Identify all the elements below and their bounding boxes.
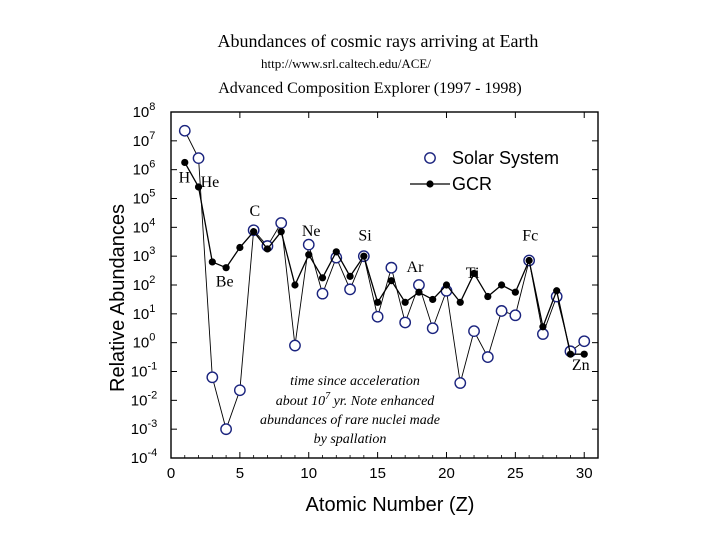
- element-label-ar: Ar: [407, 259, 425, 276]
- solar-system-point: [233, 384, 246, 397]
- solar-system-point: [302, 238, 315, 251]
- solar-system-point: [275, 217, 288, 229]
- gcr-point: [539, 323, 547, 331]
- gcr-point: [263, 245, 272, 253]
- gcr-point: [387, 277, 395, 285]
- legend-gcr-label: GCR: [452, 174, 492, 194]
- solar-system-point: [481, 351, 494, 363]
- solar-system-point: [509, 309, 522, 322]
- x-tick-label: 20: [438, 465, 455, 482]
- element-label-ti: Ti: [466, 265, 480, 282]
- gcr-point: [194, 183, 203, 191]
- gcr-point: [250, 228, 258, 236]
- annotation-line-4: by spallation: [314, 432, 387, 447]
- gcr-point: [442, 281, 451, 289]
- gcr-point: [580, 350, 588, 358]
- solar-system-point: [454, 377, 467, 389]
- y-tick-label: 105: [133, 188, 156, 208]
- element-label-be: Be: [216, 273, 234, 290]
- gcr-point: [511, 288, 519, 296]
- x-tick-label: 0: [167, 465, 175, 482]
- element-label-ne: Ne: [302, 223, 321, 240]
- gcr-point: [525, 256, 533, 265]
- y-tick-label: 103: [133, 245, 156, 265]
- gcr-point: [332, 248, 340, 256]
- solar-system-point: [316, 287, 329, 300]
- x-tick-label: 15: [369, 465, 386, 482]
- page-title: Abundances of cosmic rays arriving at Ea…: [217, 31, 539, 51]
- y-tick-label: 10-4: [131, 447, 157, 467]
- gcr-point: [277, 228, 285, 236]
- gcr-point: [415, 288, 423, 296]
- annotation-line-2: about 107 yr. Note enhanced: [276, 391, 436, 409]
- gcr-point: [401, 298, 409, 306]
- annotation-line-1: time since acceleration: [290, 374, 420, 389]
- chart-subtitle: Advanced Composition Explorer (1997 - 19…: [218, 80, 522, 97]
- solar-system-point: [178, 124, 191, 137]
- solar-system-point: [344, 283, 356, 296]
- legend-solar-label: Solar System: [452, 148, 559, 168]
- solar-system-point: [220, 423, 232, 436]
- element-label-h: H: [179, 170, 191, 187]
- solar-system-point: [192, 152, 205, 165]
- solar-system-point: [206, 371, 219, 384]
- solar-system-point: [399, 316, 412, 329]
- element-label-he: He: [201, 174, 220, 191]
- y-axis-title: Relative Abundances: [107, 204, 129, 392]
- y-tick-label: 101: [133, 303, 156, 323]
- gcr-point: [208, 258, 216, 266]
- solar-system-point: [495, 305, 508, 317]
- y-tick-label: 108: [133, 101, 156, 121]
- gcr-point: [360, 252, 368, 260]
- gcr-point: [181, 158, 189, 167]
- gcr-point: [305, 251, 313, 259]
- x-tick-label: 30: [576, 465, 593, 482]
- gcr-point: [429, 295, 437, 304]
- solar-system-point: [468, 325, 480, 338]
- y-tick-label: 107: [133, 130, 156, 150]
- gcr-point: [222, 264, 230, 272]
- x-tick-label: 10: [300, 465, 317, 482]
- y-tick-label: 10-2: [131, 389, 157, 409]
- solar-system-point: [371, 310, 384, 323]
- gcr-point: [318, 274, 327, 282]
- gcr-point: [374, 298, 382, 306]
- y-tick-label: 100: [133, 332, 156, 352]
- solar-system-point: [289, 339, 301, 352]
- gcr-point: [236, 243, 244, 252]
- element-label-c: C: [250, 203, 261, 220]
- solar-system-point: [426, 322, 439, 335]
- y-tick-label: 10-1: [131, 361, 157, 381]
- y-tick-label: 102: [133, 274, 156, 294]
- solar-system-point: [385, 261, 398, 274]
- source-url: http://www.srl.caltech.edu/ACE/: [261, 56, 431, 71]
- x-axis-title: Atomic Number (Z): [306, 494, 475, 516]
- annotation-line-3: abundances of rare nuclei made: [260, 413, 440, 428]
- solar-system-point: [578, 335, 591, 348]
- gcr-point: [470, 269, 478, 278]
- x-tick-label: 25: [507, 465, 524, 482]
- gcr-point: [484, 292, 492, 301]
- gcr-point: [291, 281, 299, 289]
- gcr-point: [566, 350, 575, 358]
- gcr-point: [497, 281, 506, 289]
- element-label-zn: Zn: [572, 357, 590, 374]
- legend-solar-marker: [424, 152, 436, 164]
- gcr-point: [346, 272, 354, 280]
- element-label-si: Si: [358, 227, 372, 244]
- y-tick-label: 106: [133, 159, 156, 179]
- element-label-fc: Fc: [522, 227, 538, 244]
- y-tick-label: 10-3: [131, 418, 157, 438]
- gcr-point: [456, 298, 464, 306]
- x-tick-label: 5: [236, 465, 244, 482]
- y-tick-label: 104: [133, 216, 156, 236]
- gcr-point: [553, 287, 561, 295]
- legend-gcr-marker: [426, 180, 434, 188]
